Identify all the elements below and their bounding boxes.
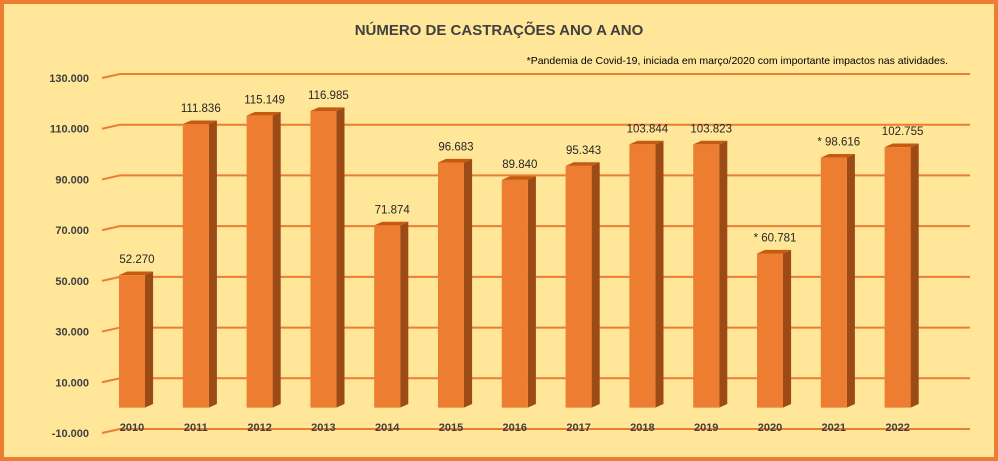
covid-annotation: *Pandemia de Covid-19, iniciada em março… (527, 55, 948, 67)
data-label: 95.343 (566, 145, 601, 157)
data-label: 102.755 (882, 126, 924, 138)
x-tick-label: 2011 (184, 422, 208, 434)
x-tick-label: 2013 (311, 422, 335, 434)
bar-2015 (438, 158, 473, 408)
bar-front (246, 115, 273, 408)
y-tick-label: 110.000 (50, 124, 89, 136)
chart-title: NÚMERO DE CASTRAÇÕES ANO A ANO (355, 21, 644, 39)
bar-side (591, 162, 600, 408)
y-tick-label: 130.000 (49, 73, 89, 85)
bar-front (629, 144, 656, 408)
bar-top (119, 271, 154, 276)
x-tick-label: 2014 (375, 422, 400, 434)
y-tick-label: 50.000 (55, 276, 89, 288)
data-label: 52.270 (119, 254, 154, 266)
bar-side (846, 153, 855, 408)
bar-side (336, 107, 345, 408)
gridline (101, 123, 970, 130)
bar-side (464, 158, 473, 408)
bar-top (884, 143, 919, 148)
x-tick-label: 2019 (694, 422, 718, 434)
bar-top (310, 107, 345, 112)
bar-2021 (820, 153, 855, 408)
bar-top (629, 140, 664, 145)
bar-side (783, 249, 792, 408)
bar-front (884, 147, 911, 408)
bar-side (145, 271, 154, 408)
data-label: 103.844 (627, 123, 669, 135)
x-tick-label: 2010 (120, 422, 144, 434)
bar-2022 (884, 143, 919, 408)
bar-side (400, 221, 409, 408)
bar-front (501, 179, 528, 408)
gridline (101, 73, 970, 79)
bar-2019 (693, 140, 728, 408)
x-tick-label: 2018 (630, 422, 654, 434)
data-label: * 60.781 (754, 233, 797, 245)
data-label: 115.149 (244, 95, 285, 107)
bar-2018 (629, 140, 664, 408)
bar-chart: NÚMERO DE CASTRAÇÕES ANO A ANO *Pandemia… (49, 21, 970, 440)
x-tick-label: 2012 (247, 422, 271, 434)
bar-side (208, 120, 217, 408)
bar-top (820, 153, 855, 158)
bar-side (527, 176, 536, 408)
data-label: 111.836 (181, 103, 221, 115)
data-label: 89.840 (502, 159, 537, 171)
x-tick-label: 2020 (758, 422, 782, 434)
bar-top (757, 249, 792, 254)
bar-front (438, 162, 464, 408)
bar-front (757, 253, 783, 408)
bar-top (246, 112, 281, 116)
chart-frame: NÚMERO DE CASTRAÇÕES ANO A ANO *Pandemia… (4, 4, 994, 457)
y-tick-label: 90.000 (55, 174, 89, 186)
bar-front (693, 144, 720, 408)
bar-front (119, 275, 145, 408)
bar-2016 (501, 176, 536, 408)
x-tick-label: 2021 (822, 422, 846, 434)
y-tick-label: -10.000 (52, 428, 89, 440)
bar-front (310, 111, 337, 408)
gridline (101, 428, 970, 434)
bar-2010 (119, 271, 154, 408)
bar-2011 (182, 120, 217, 408)
bar-top (438, 158, 473, 163)
data-label: 116.985 (308, 90, 349, 102)
bar-2017 (565, 162, 600, 408)
bar-side (719, 140, 728, 408)
data-label: * 98.616 (817, 137, 860, 149)
y-tick-label: 30.000 (55, 327, 89, 339)
bar-top (374, 221, 409, 226)
bar-side (272, 112, 281, 408)
bar-side (910, 143, 919, 408)
gridline (101, 174, 970, 181)
bar-front (565, 165, 592, 408)
bar-top (693, 140, 728, 145)
x-tick-label: 2016 (503, 422, 527, 434)
bar-front (374, 225, 401, 408)
bar-top (501, 176, 536, 180)
y-tick-label: 10.000 (55, 377, 89, 389)
data-label: 71.874 (375, 204, 411, 216)
bar-side (655, 140, 664, 408)
x-tick-label: 2015 (439, 422, 463, 434)
y-tick-label: 70.000 (55, 225, 89, 237)
x-tick-label: 2017 (566, 422, 590, 434)
data-label: 96.683 (438, 141, 473, 153)
bar-top (565, 162, 600, 166)
bar-2014 (374, 221, 409, 408)
data-label: 103.823 (690, 123, 732, 135)
bar-2020 (757, 249, 792, 408)
gridline (101, 225, 970, 232)
bar-front (820, 157, 847, 408)
bar-2012 (246, 112, 281, 408)
x-tick-label: 2022 (885, 422, 909, 434)
bar-top (182, 120, 217, 125)
bar-front (182, 124, 209, 408)
bar-2013 (310, 107, 345, 408)
